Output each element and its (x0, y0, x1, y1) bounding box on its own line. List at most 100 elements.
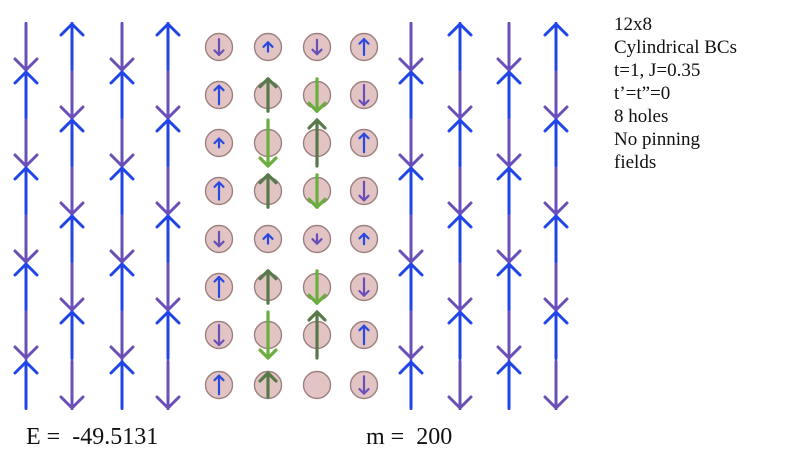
right-spin-up-arrow (447, 214, 473, 264)
left-spin-down-arrow (59, 70, 85, 120)
right-spin-up-arrow (543, 22, 569, 72)
right-spin-down-arrow (398, 310, 424, 360)
magnetization-up-arrow (258, 269, 278, 305)
left-spin-down-arrow (59, 360, 85, 410)
right-spin-up-arrow (543, 118, 569, 168)
magnetization-down-arrow (307, 77, 327, 113)
magnetization-up-arrow-small (213, 374, 225, 396)
magnetization-down-arrow-small (358, 180, 370, 202)
right-spin-up-arrow (398, 262, 424, 312)
energy-label: E = (26, 424, 61, 450)
left-spin-down-arrow (59, 166, 85, 216)
right-spin-up-arrow (447, 22, 473, 72)
magnetization-up-arrow-small (358, 324, 370, 346)
left-spin-down-arrow (155, 70, 181, 120)
parameter-legend: 12x8 Cylindrical BCs t=1, J=0.35 t’=t”=0… (614, 13, 737, 174)
magnetization-down-arrow (307, 173, 327, 209)
bond-dimension-label: m = (366, 424, 405, 450)
left-spin-down-arrow (109, 118, 135, 168)
left-spin-down-arrow (109, 22, 135, 72)
legend-line-pinning: No pinning (614, 129, 701, 150)
left-spin-down-arrow (155, 360, 181, 410)
magnetization-up-arrow-small (213, 181, 225, 201)
magnetization-down-arrow-small (358, 277, 370, 297)
hole-density-circle (302, 370, 332, 400)
magnetization-up-arrow-small (213, 275, 225, 299)
right-spin-down-arrow (543, 360, 569, 410)
right-spin-up-arrow (543, 310, 569, 360)
magnetization-down-arrow-small (213, 230, 225, 248)
legend-line-hopping: t’=t”=0 (614, 83, 671, 104)
right-spin-down-arrow (496, 118, 522, 168)
left-spin-up-arrow (155, 22, 181, 72)
legend-line-couplings: t=1, J=0.35 (614, 60, 701, 81)
legend-line-size: 12x8 (614, 14, 652, 35)
legend-line-fields: fields (614, 152, 657, 173)
left-spin-down-arrow (13, 22, 39, 72)
magnetization-down-arrow (307, 269, 327, 305)
magnetization-up-arrow-small (358, 132, 370, 154)
right-spin-down-arrow (398, 22, 424, 72)
legend-line-holes: 8 holes (614, 106, 669, 127)
left-spin-up-arrow (155, 214, 181, 264)
left-spin-down-arrow (109, 310, 135, 360)
right-spin-up-arrow (496, 262, 522, 312)
magnetization-up-arrow-small (262, 233, 274, 245)
magnetization-down-arrow-small (358, 83, 370, 107)
magnetization-down-arrow-small (213, 323, 225, 347)
magnetization-down-arrow-small (311, 38, 323, 56)
magnetization-down-arrow-small (311, 233, 323, 245)
left-spin-down-arrow (13, 214, 39, 264)
magnetization-up-arrow (258, 173, 278, 209)
right-spin-down-arrow (447, 70, 473, 120)
magnetization-down-arrow-small (358, 375, 370, 395)
left-spin-up-arrow (109, 70, 135, 120)
magnetization-up-arrow-small (262, 41, 274, 53)
right-spin-down-arrow (543, 70, 569, 120)
left-spin-up-arrow (13, 360, 39, 410)
left-spin-up-arrow (109, 360, 135, 410)
right-spin-down-arrow (496, 310, 522, 360)
left-spin-up-arrow (13, 70, 39, 120)
left-spin-up-arrow (59, 310, 85, 360)
left-spin-up-arrow (13, 166, 39, 216)
magnetization-down-arrow (258, 118, 278, 168)
right-spin-up-arrow (398, 166, 424, 216)
right-spin-down-arrow (398, 214, 424, 264)
left-spin-up-arrow (59, 118, 85, 168)
legend-line-boundary: Cylindrical BCs (614, 37, 737, 58)
magnetization-up-arrow (258, 371, 278, 399)
right-spin-down-arrow (398, 118, 424, 168)
left-spin-up-arrow (155, 118, 181, 168)
left-spin-up-arrow (13, 262, 39, 312)
right-spin-up-arrow (496, 360, 522, 410)
right-spin-up-arrow (496, 166, 522, 216)
bond-dimension-readout: m = 200 (366, 424, 452, 451)
magnetization-up-arrow-small (358, 232, 370, 246)
left-spin-up-arrow (59, 22, 85, 72)
left-spin-down-arrow (155, 262, 181, 312)
magnetization-up-arrow-small (358, 37, 370, 57)
magnetization-down-arrow (258, 310, 278, 360)
right-spin-up-arrow (398, 360, 424, 410)
right-spin-up-arrow (398, 70, 424, 120)
left-spin-up-arrow (109, 262, 135, 312)
left-spin-up-arrow (59, 214, 85, 264)
right-spin-down-arrow (447, 262, 473, 312)
left-spin-down-arrow (109, 214, 135, 264)
left-spin-down-arrow (13, 310, 39, 360)
left-spin-down-arrow (155, 166, 181, 216)
right-spin-down-arrow (447, 166, 473, 216)
spin-lattice-diagram (13, 22, 569, 410)
left-spin-down-arrow (13, 118, 39, 168)
right-spin-up-arrow (543, 214, 569, 264)
right-spin-down-arrow (447, 360, 473, 410)
bond-dimension-value: 200 (416, 424, 453, 450)
magnetization-up-arrow (258, 77, 278, 113)
right-spin-down-arrow (496, 22, 522, 72)
right-spin-up-arrow (447, 118, 473, 168)
magnetization-up-arrow-small (213, 84, 225, 106)
energy-readout: E = -49.5131 (26, 424, 158, 451)
left-spin-up-arrow (109, 166, 135, 216)
right-spin-down-arrow (496, 214, 522, 264)
